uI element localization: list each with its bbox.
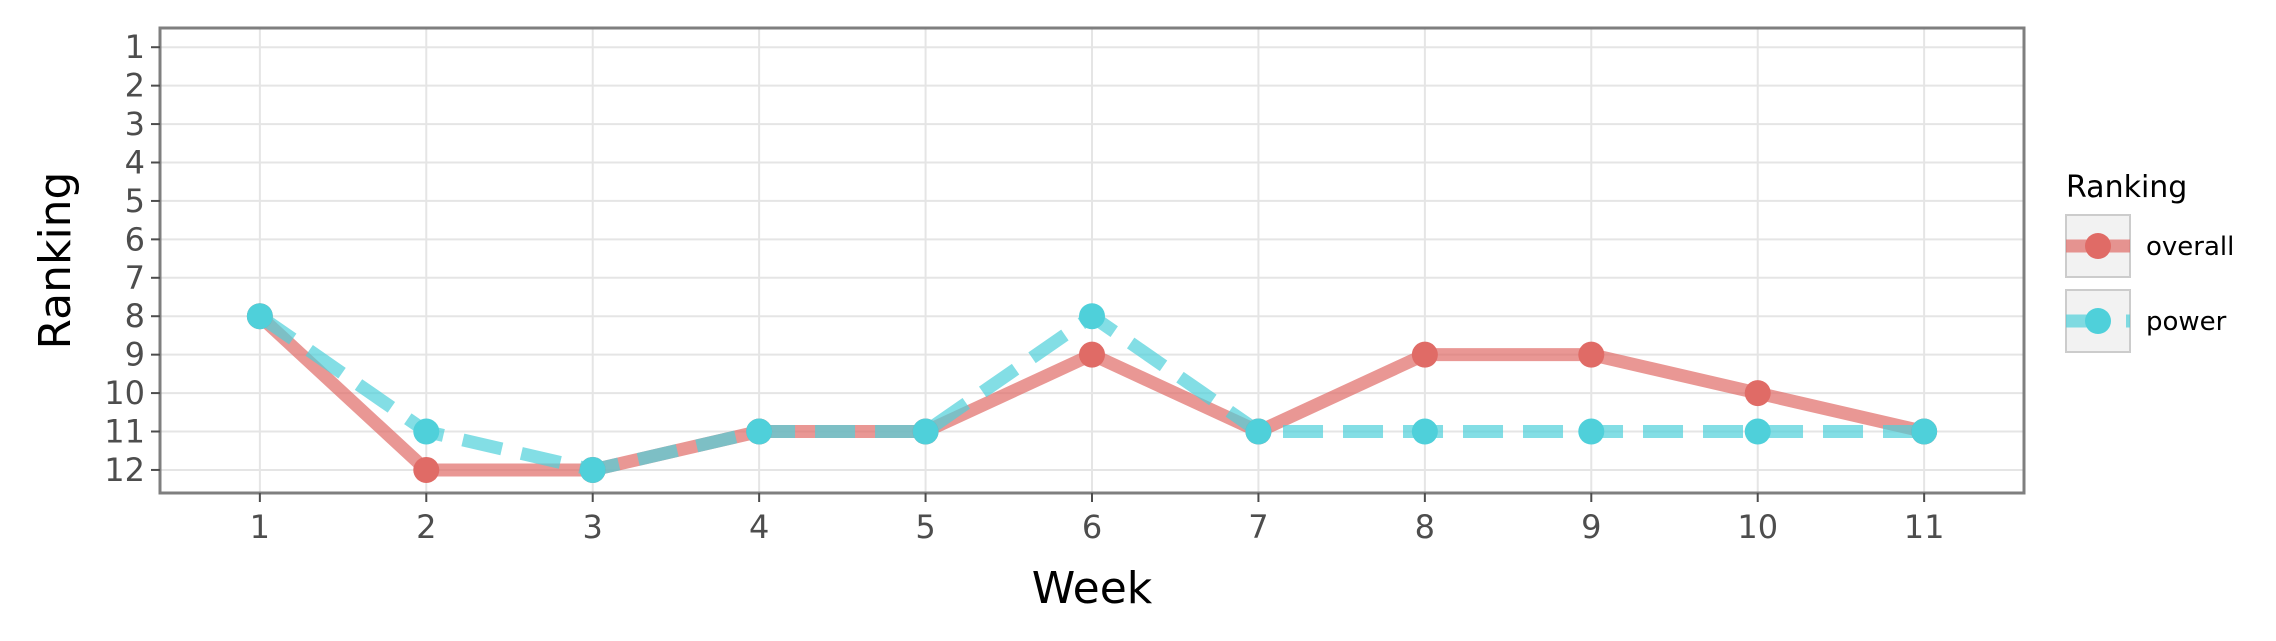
x-tick-label: 6 bbox=[1082, 508, 1102, 546]
y-axis-title: Ranking bbox=[30, 172, 81, 350]
data-point-power bbox=[1079, 303, 1105, 330]
x-tick-label: 2 bbox=[416, 508, 436, 546]
x-tick-label: 10 bbox=[1737, 508, 1778, 546]
y-tick-label: 11 bbox=[104, 413, 145, 451]
data-point-power bbox=[1578, 418, 1605, 445]
y-tick-label: 7 bbox=[125, 259, 145, 297]
data-point-power bbox=[746, 418, 773, 445]
data-point-overall bbox=[413, 456, 440, 483]
x-tick-label: 11 bbox=[1904, 508, 1945, 546]
data-point-overall bbox=[1411, 341, 1438, 368]
series-layer bbox=[246, 303, 1938, 483]
legend-key-point-overall bbox=[2085, 233, 2111, 259]
data-point-power bbox=[1744, 418, 1771, 445]
y-tick-label: 12 bbox=[104, 451, 145, 489]
y-tick-label: 5 bbox=[125, 182, 145, 220]
grid-lines bbox=[160, 28, 2024, 493]
legend-label-overall: overall bbox=[2146, 232, 2234, 262]
x-axis-title: Week bbox=[1032, 563, 1153, 614]
data-point-power bbox=[912, 418, 939, 445]
y-tick-label: 1 bbox=[125, 28, 145, 66]
y-tick-label: 4 bbox=[125, 144, 145, 182]
x-tick-label: 3 bbox=[583, 508, 603, 546]
x-tick-label: 9 bbox=[1581, 508, 1601, 546]
data-point-overall bbox=[1079, 341, 1105, 368]
data-point-power bbox=[413, 418, 440, 445]
legend-title: Ranking bbox=[2066, 170, 2187, 205]
legend: Ranking overall power bbox=[2065, 170, 2234, 353]
y-tick-label: 8 bbox=[125, 297, 145, 335]
y-tick-label: 3 bbox=[125, 105, 145, 143]
y-tick-label: 6 bbox=[125, 220, 145, 258]
data-point-power bbox=[246, 303, 273, 330]
x-tick-label: 5 bbox=[915, 508, 935, 546]
data-point-power bbox=[1911, 418, 1938, 445]
y-tick-label: 10 bbox=[104, 374, 145, 412]
data-point-overall bbox=[1578, 341, 1605, 368]
x-tick-label: 4 bbox=[749, 508, 769, 546]
data-point-power bbox=[579, 456, 606, 483]
data-point-power bbox=[1411, 418, 1438, 445]
legend-label-power: power bbox=[2146, 307, 2227, 337]
legend-key-point-power bbox=[2085, 308, 2111, 334]
y-tick-label: 2 bbox=[125, 67, 145, 105]
data-point-overall bbox=[1744, 380, 1771, 407]
data-point-power bbox=[1245, 418, 1272, 445]
x-tick-label: 8 bbox=[1415, 508, 1435, 546]
x-tick-label: 7 bbox=[1248, 508, 1268, 546]
y-tick-label: 9 bbox=[125, 336, 145, 374]
axis-ticks bbox=[151, 46, 1926, 502]
x-tick-label: 1 bbox=[250, 508, 270, 546]
